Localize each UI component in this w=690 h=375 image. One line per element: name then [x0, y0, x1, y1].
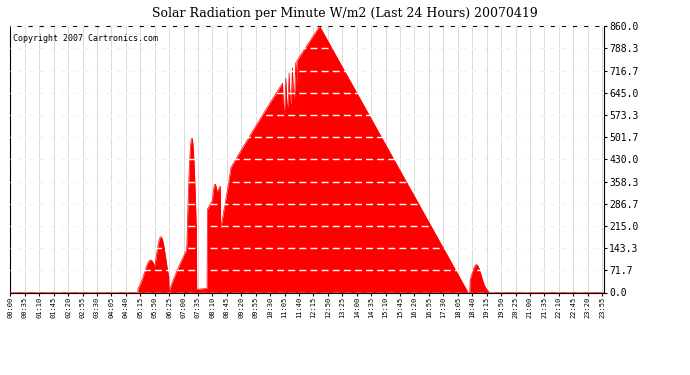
Text: Copyright 2007 Cartronics.com: Copyright 2007 Cartronics.com: [13, 34, 158, 43]
Text: Solar Radiation per Minute W/m2 (Last 24 Hours) 20070419: Solar Radiation per Minute W/m2 (Last 24…: [152, 8, 538, 21]
